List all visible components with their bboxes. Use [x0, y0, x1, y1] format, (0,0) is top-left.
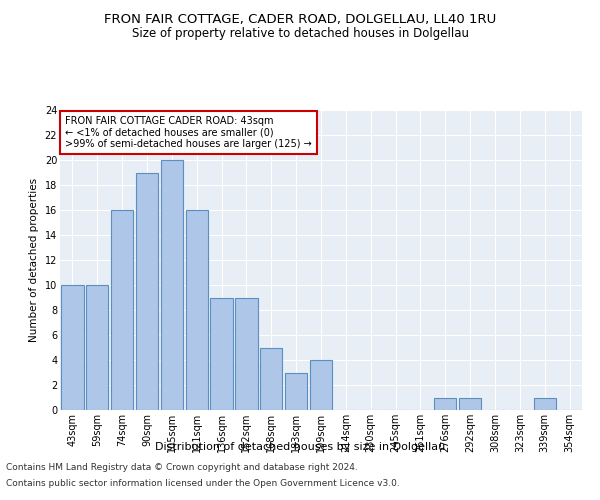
Text: FRON FAIR COTTAGE CADER ROAD: 43sqm
← <1% of detached houses are smaller (0)
>99: FRON FAIR COTTAGE CADER ROAD: 43sqm ← <1…: [65, 116, 312, 149]
Bar: [136, 172, 158, 410]
Bar: [61, 285, 83, 410]
Text: FRON FAIR COTTAGE, CADER ROAD, DOLGELLAU, LL40 1RU: FRON FAIR COTTAGE, CADER ROAD, DOLGELLAU…: [104, 12, 496, 26]
Bar: [434, 398, 457, 410]
Y-axis label: Number of detached properties: Number of detached properties: [29, 178, 39, 342]
Text: Contains HM Land Registry data © Crown copyright and database right 2024.: Contains HM Land Registry data © Crown c…: [6, 464, 358, 472]
Text: Contains public sector information licensed under the Open Government Licence v3: Contains public sector information licen…: [6, 478, 400, 488]
Bar: [310, 360, 332, 410]
Bar: [533, 398, 556, 410]
Bar: [260, 348, 283, 410]
Bar: [161, 160, 183, 410]
Bar: [185, 210, 208, 410]
Bar: [235, 298, 257, 410]
Text: Distribution of detached houses by size in Dolgellau: Distribution of detached houses by size …: [155, 442, 445, 452]
Text: Size of property relative to detached houses in Dolgellau: Size of property relative to detached ho…: [131, 28, 469, 40]
Bar: [111, 210, 133, 410]
Bar: [86, 285, 109, 410]
Bar: [211, 298, 233, 410]
Bar: [459, 398, 481, 410]
Bar: [285, 372, 307, 410]
